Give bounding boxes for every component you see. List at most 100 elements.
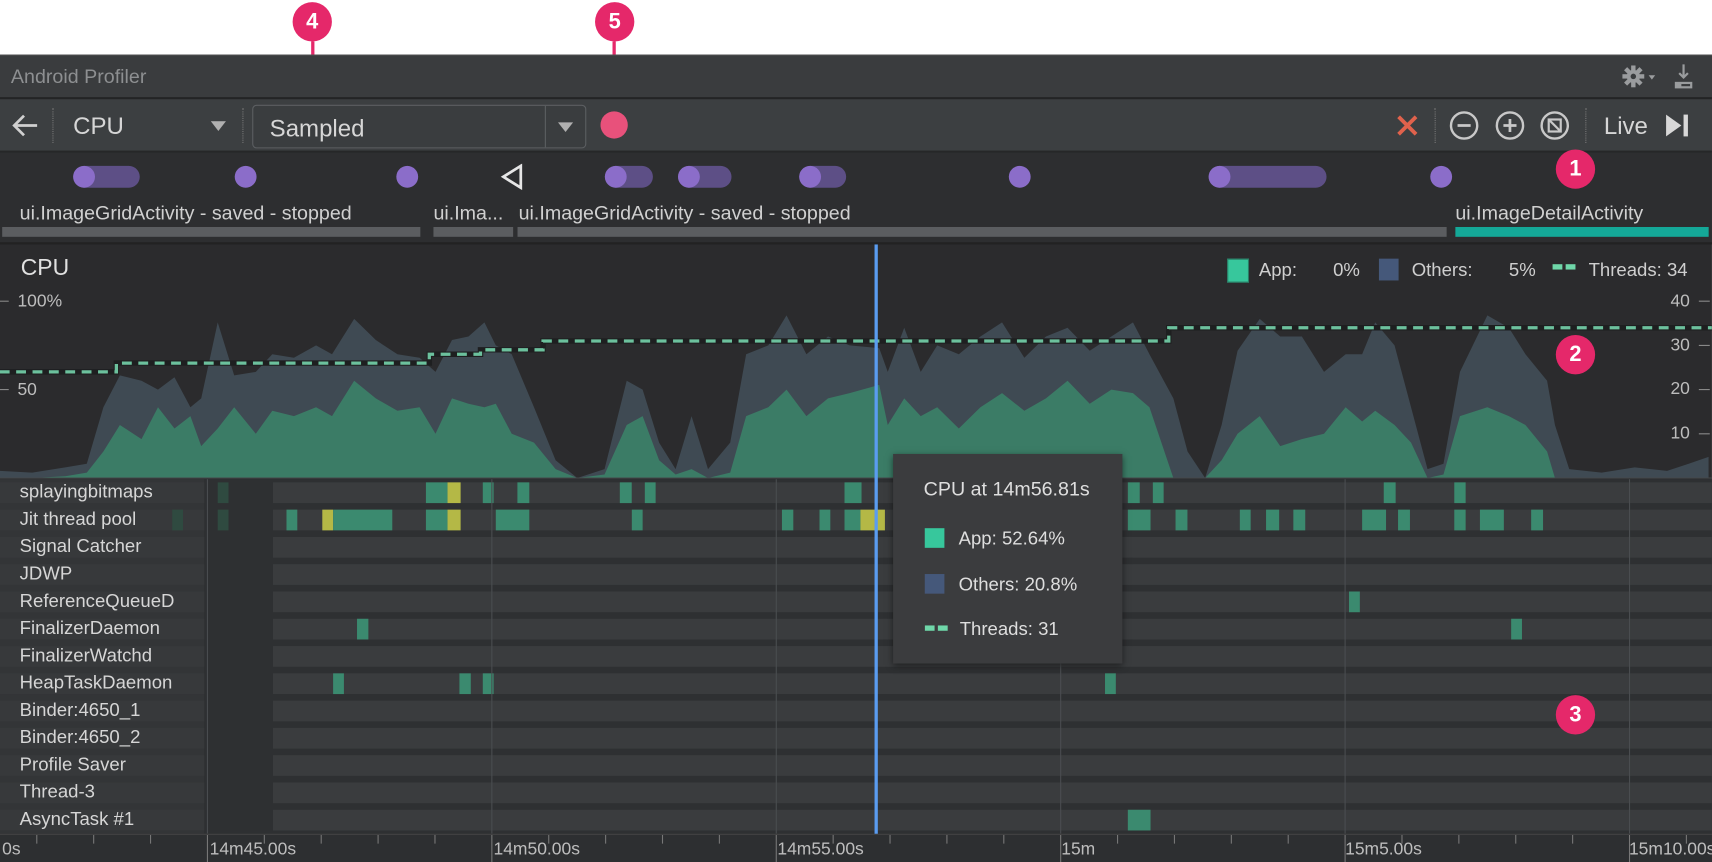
touch-event[interactable] bbox=[1430, 165, 1453, 188]
thread-state-running[interactable] bbox=[482, 482, 494, 504]
thread-state-running[interactable] bbox=[844, 482, 862, 504]
thread-state-waiting[interactable] bbox=[447, 509, 461, 531]
jump-to-live-icon[interactable] bbox=[1664, 112, 1690, 138]
zoom-out-icon[interactable] bbox=[1449, 110, 1480, 141]
thread-row[interactable] bbox=[0, 536, 1712, 558]
thread-state-running[interactable] bbox=[333, 673, 344, 695]
touch-event[interactable] bbox=[396, 165, 419, 188]
cpu-usage-chart[interactable]: CPU 100% 50 40 30 20 10 App: 0% Others: … bbox=[0, 244, 1712, 479]
thread-name: FinalizerDaemon bbox=[19, 617, 160, 639]
thread-state-running[interactable] bbox=[482, 673, 494, 695]
activity-bar[interactable] bbox=[517, 226, 1447, 237]
touch-event[interactable] bbox=[234, 165, 257, 188]
thread-row[interactable] bbox=[0, 809, 1712, 831]
thread-state-idle[interactable] bbox=[172, 509, 183, 531]
thread-state-running[interactable] bbox=[459, 673, 471, 695]
touch-event[interactable] bbox=[1208, 165, 1231, 188]
activity-bar[interactable] bbox=[2, 226, 421, 237]
tooltip-app-swatch bbox=[924, 528, 945, 548]
thread-state-idle[interactable] bbox=[217, 482, 229, 504]
thread-track[interactable] bbox=[272, 755, 1712, 776]
thread-state-running[interactable] bbox=[1152, 482, 1164, 504]
touch-event[interactable] bbox=[1008, 165, 1031, 188]
thread-state-running[interactable] bbox=[495, 509, 530, 531]
y-tick-label: 100% bbox=[17, 292, 63, 312]
thread-row[interactable] bbox=[0, 591, 1712, 613]
thread-row[interactable] bbox=[0, 564, 1712, 585]
touch-event[interactable] bbox=[604, 165, 627, 188]
reset-zoom-icon[interactable] bbox=[1539, 110, 1570, 141]
thread-state-running[interactable] bbox=[1266, 509, 1280, 531]
thread-state-running[interactable] bbox=[1105, 673, 1116, 695]
callout-1: 1 bbox=[1555, 149, 1596, 189]
thread-row[interactable] bbox=[0, 646, 1712, 667]
thread-state-running[interactable] bbox=[1398, 509, 1410, 531]
x-tick-label: 14m50.00s bbox=[493, 840, 580, 859]
thread-state-running[interactable] bbox=[619, 482, 632, 504]
touch-event-bar[interactable] bbox=[1208, 165, 1327, 188]
thread-track[interactable] bbox=[272, 673, 1712, 695]
thread-state-running[interactable] bbox=[1127, 482, 1140, 504]
thread-state-running[interactable] bbox=[286, 509, 298, 531]
thread-state-running[interactable] bbox=[1127, 809, 1151, 831]
thread-row[interactable] bbox=[0, 700, 1712, 722]
thread-row[interactable] bbox=[0, 673, 1712, 695]
activity-bar-current[interactable] bbox=[1455, 226, 1709, 237]
threads-list[interactable]: splayingbitmaps Jit thread pool Signal Cat… bbox=[0, 479, 1712, 834]
settings-icon[interactable] bbox=[1620, 63, 1659, 89]
time-cursor[interactable] bbox=[874, 244, 879, 834]
thread-row[interactable] bbox=[0, 727, 1712, 749]
thread-state-running[interactable] bbox=[781, 509, 794, 531]
thread-row[interactable] bbox=[0, 755, 1712, 776]
record-button[interactable] bbox=[600, 111, 628, 139]
threads-count-line bbox=[0, 326, 1712, 374]
thread-state-running[interactable] bbox=[1362, 509, 1387, 531]
thread-state-running[interactable] bbox=[644, 482, 656, 504]
thread-label-bg bbox=[0, 482, 205, 504]
thread-state-running[interactable] bbox=[425, 482, 448, 504]
touch-event[interactable] bbox=[799, 165, 822, 188]
thread-state-running[interactable] bbox=[819, 509, 831, 531]
profiler-select[interactable]: CPU bbox=[60, 104, 235, 148]
thread-state-running[interactable] bbox=[844, 509, 861, 531]
recording-config-select[interactable]: Sampled bbox=[252, 104, 587, 149]
thread-state-waiting[interactable] bbox=[860, 509, 885, 531]
thread-state-running[interactable] bbox=[425, 509, 448, 531]
thread-state-running[interactable] bbox=[1531, 509, 1544, 531]
thread-state-waiting[interactable] bbox=[447, 482, 461, 504]
activity-bar[interactable] bbox=[433, 226, 514, 237]
thread-state-running[interactable] bbox=[631, 509, 643, 531]
thread-state-running[interactable] bbox=[517, 482, 530, 504]
thread-state-running[interactable] bbox=[1293, 509, 1306, 531]
thread-row[interactable] bbox=[0, 782, 1712, 804]
thread-track[interactable] bbox=[272, 700, 1712, 722]
thread-state-idle[interactable] bbox=[217, 509, 229, 531]
thread-state-running[interactable] bbox=[1127, 509, 1151, 531]
thread-state-running[interactable] bbox=[1479, 509, 1504, 531]
download-icon[interactable] bbox=[1673, 62, 1695, 90]
back-button-event-icon[interactable] bbox=[499, 163, 525, 190]
thread-track[interactable] bbox=[272, 727, 1712, 749]
thread-state-running[interactable] bbox=[333, 509, 393, 531]
thread-state-running[interactable] bbox=[357, 618, 369, 640]
touch-event[interactable] bbox=[73, 165, 95, 188]
thread-state-running[interactable] bbox=[1175, 509, 1188, 531]
thread-name: FinalizerWatchd bbox=[19, 644, 153, 666]
thread-state-running[interactable] bbox=[1383, 482, 1396, 504]
back-arrow-icon[interactable] bbox=[11, 112, 39, 138]
thread-state-running[interactable] bbox=[1239, 509, 1251, 531]
thread-row[interactable] bbox=[0, 618, 1712, 640]
close-icon[interactable] bbox=[1395, 113, 1419, 137]
thread-state-running[interactable] bbox=[1454, 482, 1466, 504]
thread-state-running[interactable] bbox=[1454, 509, 1466, 531]
thread-state-running[interactable] bbox=[1511, 618, 1522, 640]
thread-track[interactable] bbox=[272, 809, 1712, 831]
thread-track[interactable] bbox=[272, 782, 1712, 804]
touch-event[interactable] bbox=[678, 165, 700, 188]
live-button[interactable]: Live bbox=[1603, 112, 1648, 140]
thread-row[interactable] bbox=[0, 482, 1712, 504]
thread-row[interactable] bbox=[0, 509, 1712, 531]
thread-state-waiting[interactable] bbox=[322, 509, 334, 531]
zoom-in-icon[interactable] bbox=[1495, 110, 1526, 141]
thread-state-running[interactable] bbox=[1349, 591, 1360, 613]
